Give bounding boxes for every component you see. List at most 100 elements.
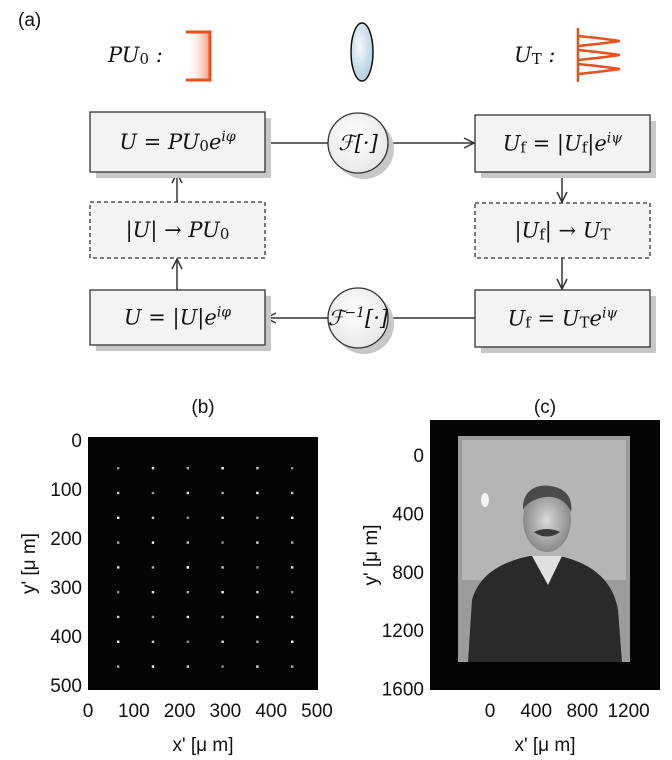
x-tick-label: 1200 xyxy=(607,701,649,722)
y-tick-label: 1600 xyxy=(382,680,424,701)
x-tick-label: 500 xyxy=(301,701,333,722)
spot xyxy=(326,541,328,543)
formula-part: = |U xyxy=(526,131,583,156)
spot xyxy=(117,467,119,469)
spot xyxy=(326,467,328,469)
spot xyxy=(326,591,328,593)
spot xyxy=(326,566,328,568)
formula-part: iψ xyxy=(602,305,618,321)
formula-part: U xyxy=(503,131,522,155)
spot xyxy=(291,641,293,643)
formula: UT : xyxy=(514,43,555,69)
spot xyxy=(117,665,119,667)
spot xyxy=(187,467,189,469)
formula-part: T xyxy=(580,314,590,332)
formula-part: T xyxy=(601,226,611,244)
spot xyxy=(152,591,154,593)
panel-label: (b) xyxy=(191,397,214,418)
spot xyxy=(187,665,189,667)
spot xyxy=(361,492,363,494)
formula-part: [·] xyxy=(365,306,389,330)
formula-part: 0 xyxy=(139,50,149,68)
spot xyxy=(152,517,154,519)
formula-part: U = |U|e xyxy=(124,305,217,330)
spot xyxy=(395,591,397,593)
formula: ℱ[·] xyxy=(338,131,378,155)
spot xyxy=(152,665,154,667)
formula-part: T xyxy=(532,50,542,68)
y-tick-label: 400 xyxy=(392,504,424,525)
spot xyxy=(256,591,258,593)
x-axis-label: x' [μ m] xyxy=(172,735,233,756)
y-tick-label: 1200 xyxy=(382,621,424,642)
spot xyxy=(256,541,258,543)
spot xyxy=(291,566,293,568)
spot xyxy=(117,641,119,643)
spot xyxy=(291,517,293,519)
spot xyxy=(256,665,258,667)
spot xyxy=(326,616,328,618)
formula-part: iφ xyxy=(221,129,235,145)
formula-part: |U xyxy=(514,218,540,243)
spot xyxy=(187,591,189,593)
figure: (a) PU0 :UT :U = PU0eiφUf = |Uf|eiψ|U| →… xyxy=(0,0,672,760)
spot xyxy=(361,467,363,469)
spot xyxy=(256,517,258,519)
spot xyxy=(221,517,223,519)
spot xyxy=(152,467,154,469)
spot xyxy=(117,492,119,494)
spot xyxy=(187,641,189,643)
spot xyxy=(221,616,223,618)
formula-part: iφ xyxy=(217,304,231,320)
spot xyxy=(291,616,293,618)
y-tick-label: 0 xyxy=(71,431,82,452)
spot xyxy=(187,566,189,568)
spot xyxy=(221,566,223,568)
spot xyxy=(395,616,397,618)
formula-part: e xyxy=(590,306,602,330)
spot xyxy=(395,541,397,543)
y-tick-label: 800 xyxy=(392,563,424,584)
spot xyxy=(326,492,328,494)
spot xyxy=(361,616,363,618)
spot xyxy=(152,616,154,618)
spot xyxy=(291,591,293,593)
spot xyxy=(152,492,154,494)
spot xyxy=(361,517,363,519)
spot xyxy=(395,665,397,667)
x-tick-label: 800 xyxy=(567,701,599,722)
x-tick-label: 0 xyxy=(485,701,496,722)
spot xyxy=(395,492,397,494)
panel-label: (a) xyxy=(18,10,41,31)
spot xyxy=(221,641,223,643)
peaks-icon xyxy=(578,28,620,82)
formula-part: −1 xyxy=(344,305,365,321)
spot xyxy=(256,566,258,568)
formula-part: : xyxy=(149,43,163,67)
lens-icon xyxy=(351,23,373,81)
spot xyxy=(221,665,223,667)
spot xyxy=(221,591,223,593)
spot xyxy=(221,541,223,543)
y-tick-label: 200 xyxy=(50,529,82,550)
formula: PU0 : xyxy=(107,43,163,69)
spot xyxy=(291,492,293,494)
y-axis-label: y' [μ m] xyxy=(361,524,382,585)
spot xyxy=(256,467,258,469)
spot xyxy=(117,616,119,618)
spot xyxy=(326,641,328,643)
y-tick-label: 0 xyxy=(413,446,424,467)
formula: U = PU0eiφ xyxy=(119,129,236,155)
spot xyxy=(117,541,119,543)
glare xyxy=(481,493,489,507)
y-tick-label: 400 xyxy=(50,627,82,648)
x-axis-label: x' [μ m] xyxy=(514,735,575,756)
spot xyxy=(291,541,293,543)
y-axis-label: y' [μ m] xyxy=(19,533,40,594)
formula-part: |e xyxy=(587,131,607,156)
spot xyxy=(361,665,363,667)
spot xyxy=(291,665,293,667)
spot xyxy=(221,467,223,469)
x-tick-label: 400 xyxy=(255,701,287,722)
spot xyxy=(395,467,397,469)
